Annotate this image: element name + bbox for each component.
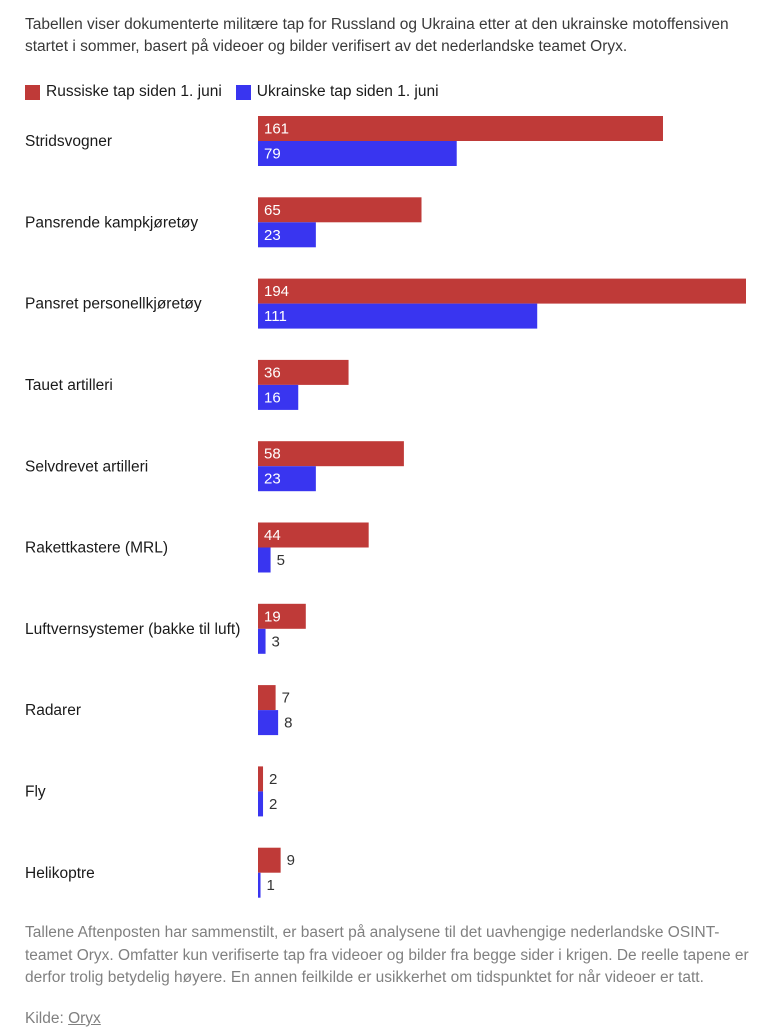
bar-ukraine <box>258 384 299 410</box>
category-label: Fly <box>25 783 46 800</box>
category-label: Helikoptre <box>25 865 95 882</box>
category-label: Stridsvogner <box>25 133 112 150</box>
legend-item-ukraine: Ukrainske tap siden 1. juni <box>235 83 439 101</box>
bar-russia <box>258 197 422 223</box>
footnote: Tallene Aftenposten har sammenstilt, er … <box>25 924 749 986</box>
bar-ukraine <box>258 547 271 573</box>
data-label-russia: 7 <box>282 690 290 707</box>
bar-russia <box>258 522 369 548</box>
data-label-russia: 36 <box>264 364 281 381</box>
category-label: Rakettkastere (MRL) <box>25 540 168 557</box>
data-label-russia: 65 <box>264 202 281 219</box>
data-label-russia: 19 <box>264 608 281 625</box>
category-label: Selvdrevet artilleri <box>25 458 148 475</box>
data-label-ukraine: 23 <box>264 471 281 488</box>
data-label-ukraine: 1 <box>267 877 275 894</box>
category-label: Luftvernsystemer (bakke til luft) <box>25 621 240 638</box>
legend-label-russia: Russiske tap siden 1. juni <box>46 83 222 100</box>
data-label-ukraine: 111 <box>264 308 287 325</box>
data-label-ukraine: 5 <box>277 552 285 569</box>
bar-russia <box>258 278 746 304</box>
source-line: Kilde: Oryx <box>25 1010 101 1028</box>
data-label-ukraine: 23 <box>264 227 281 244</box>
bar-russia <box>258 847 281 873</box>
legend-swatch-ukraine <box>235 84 251 100</box>
category-label: Pansret personellkjøretøy <box>25 296 202 313</box>
bar-ukraine <box>258 466 316 492</box>
bar-ukraine <box>258 303 538 329</box>
chart-description: Tabellen viser dokumenterte militære tap… <box>25 16 729 55</box>
data-label-russia: 2 <box>269 771 277 788</box>
legend-swatch-russia <box>25 84 40 100</box>
data-label-russia: 9 <box>287 852 295 869</box>
legend-item-russia: Russiske tap siden 1. juni <box>25 83 222 101</box>
bar-russia <box>258 685 276 711</box>
data-label-ukraine: 8 <box>284 715 292 732</box>
bar-ukraine <box>258 710 279 736</box>
legend-label-ukraine: Ukrainske tap siden 1. juni <box>256 83 439 100</box>
bar-russia <box>258 359 349 385</box>
data-label-ukraine: 79 <box>264 145 281 162</box>
bar-ukraine <box>258 628 266 654</box>
bar-russia <box>258 603 306 629</box>
data-label-russia: 58 <box>264 446 281 463</box>
source-label: Kilde: <box>25 1010 64 1027</box>
data-label-ukraine: 2 <box>269 796 277 813</box>
bar-russia <box>258 766 264 792</box>
bar-russia <box>258 441 404 467</box>
data-label-ukraine: 16 <box>264 389 281 406</box>
chart-legend: Russiske tap siden 1. juni Ukrainske tap… <box>25 81 453 103</box>
data-label-russia: 194 <box>264 283 289 300</box>
bar-russia <box>258 116 663 141</box>
source-link[interactable]: Oryx <box>68 1010 101 1027</box>
bar-ukraine <box>258 222 316 248</box>
data-label-russia: 161 <box>264 120 289 137</box>
data-label-russia: 44 <box>264 527 281 544</box>
bar-ukraine <box>258 791 264 817</box>
category-label: Pansrende kampkjøretøy <box>25 214 198 231</box>
bar-ukraine <box>258 872 261 898</box>
category-label: Tauet artilleri <box>25 377 113 394</box>
bar-ukraine <box>258 141 457 166</box>
category-label: Radarer <box>25 702 81 719</box>
data-label-ukraine: 3 <box>272 633 280 650</box>
